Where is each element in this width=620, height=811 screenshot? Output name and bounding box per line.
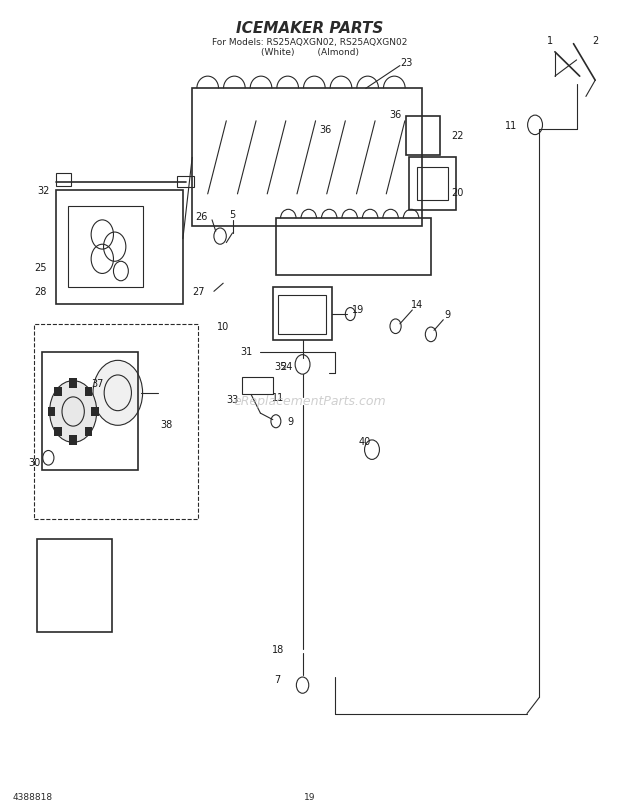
- Text: 4388818: 4388818: [12, 792, 53, 801]
- Bar: [406, 117, 440, 156]
- Bar: [34, 324, 198, 519]
- Text: 1: 1: [547, 36, 553, 45]
- Text: 2: 2: [592, 36, 598, 45]
- Text: 40: 40: [358, 436, 371, 446]
- Circle shape: [50, 381, 97, 443]
- Bar: [69, 379, 77, 388]
- Text: 9: 9: [287, 417, 293, 427]
- Text: 19: 19: [304, 792, 316, 801]
- Text: 36: 36: [319, 125, 332, 135]
- Bar: [177, 177, 194, 188]
- Text: 11: 11: [272, 393, 284, 402]
- Bar: [192, 89, 422, 227]
- Text: 25: 25: [34, 263, 46, 272]
- Text: 33: 33: [226, 394, 239, 404]
- Text: 23: 23: [400, 58, 412, 67]
- Bar: [276, 219, 431, 276]
- Text: 26: 26: [195, 212, 208, 221]
- Bar: [85, 387, 92, 397]
- Text: (White)        (Almond): (White) (Almond): [261, 48, 359, 58]
- Text: 14: 14: [410, 299, 423, 309]
- Bar: [56, 174, 71, 187]
- Bar: [417, 168, 448, 201]
- Text: 37: 37: [92, 379, 104, 388]
- Text: 31: 31: [241, 346, 253, 356]
- Text: 24: 24: [280, 362, 293, 371]
- Bar: [37, 539, 112, 633]
- Text: 7: 7: [275, 674, 281, 684]
- Text: 32: 32: [37, 186, 50, 195]
- Bar: [85, 427, 92, 437]
- Bar: [69, 436, 77, 445]
- Text: 27: 27: [192, 287, 205, 297]
- Text: ICEMAKER PARTS: ICEMAKER PARTS: [236, 21, 384, 36]
- Text: For Models: RS25AQXGN02, RS25AQXGN02: For Models: RS25AQXGN02, RS25AQXGN02: [212, 37, 408, 47]
- Text: 35: 35: [274, 362, 286, 371]
- Text: 18: 18: [272, 644, 284, 654]
- Text: 9: 9: [445, 310, 451, 320]
- Bar: [409, 158, 456, 211]
- Bar: [242, 377, 273, 395]
- Text: 5: 5: [229, 210, 236, 220]
- Bar: [54, 387, 61, 397]
- Text: 19: 19: [352, 305, 365, 315]
- Bar: [278, 295, 326, 334]
- Text: 38: 38: [160, 419, 172, 429]
- Text: 11: 11: [505, 121, 518, 131]
- Text: 22: 22: [451, 131, 464, 141]
- Text: eReplacementParts.com: eReplacementParts.com: [234, 395, 386, 408]
- Text: 30: 30: [28, 457, 40, 467]
- Bar: [273, 288, 332, 341]
- Bar: [48, 407, 55, 417]
- Bar: [56, 191, 183, 304]
- Bar: [91, 407, 99, 417]
- Text: 10: 10: [217, 322, 229, 332]
- Text: 28: 28: [34, 287, 46, 297]
- Text: 36: 36: [389, 110, 402, 120]
- Bar: [68, 207, 143, 288]
- Circle shape: [93, 361, 143, 426]
- Text: 20: 20: [451, 188, 464, 198]
- Bar: [42, 353, 138, 470]
- Bar: [54, 427, 61, 437]
